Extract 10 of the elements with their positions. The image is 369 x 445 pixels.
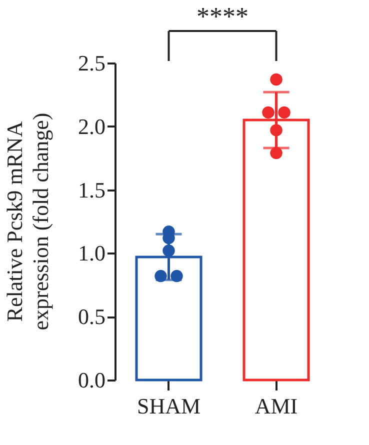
y-tick-label: 1.5	[78, 177, 106, 202]
y-tick-label: 0.0	[78, 368, 106, 392]
text: ****	[196, 2, 248, 31]
y-tick-label: 0.5	[78, 304, 106, 330]
x-tick-label: AMI	[254, 394, 298, 418]
y-tick-label: 2.5	[78, 50, 106, 76]
y-axis-title: Relative Pcsk9 mRNA expression (fold change)	[2, 112, 53, 330]
x-tick-label: SHAM	[136, 394, 201, 418]
y-tick-label: 1.0	[78, 240, 106, 266]
y-tick-label: 2.0	[78, 114, 106, 139]
